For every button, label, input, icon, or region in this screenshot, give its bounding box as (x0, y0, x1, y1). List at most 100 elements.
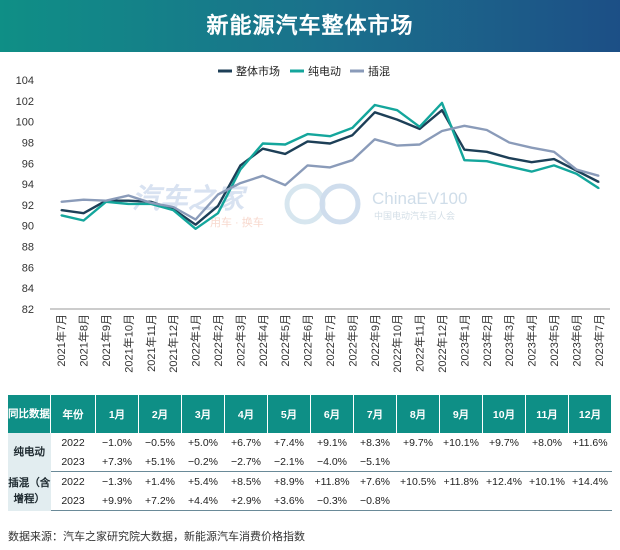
table-value-cell: +11.8% (314, 475, 350, 488)
watermark-autohome-sub: 用车 · 换车 (210, 215, 264, 229)
data-point (598, 181, 600, 183)
table-value-cell: −0.2% (181, 452, 225, 472)
table-value-cell: +11.6% (572, 436, 608, 449)
y-tick-label: 96 (22, 158, 34, 170)
data-point (374, 104, 376, 106)
table-year-header: 年份 (50, 395, 96, 433)
x-tick-label: 2021年11月 (144, 314, 158, 372)
y-tick-label: 104 (16, 75, 34, 87)
data-point (217, 212, 219, 215)
table-value-cell: −0.3% (310, 491, 354, 511)
month-header: 10月 (482, 395, 526, 433)
data-point (463, 125, 466, 127)
table-value-cell: −4.0% (310, 452, 354, 472)
table-value-cell: +8.3% (359, 436, 391, 449)
data-point (351, 159, 354, 161)
data-point (60, 200, 62, 203)
table-value-cell: −5.1% (353, 452, 397, 472)
y-tick-label: 94 (22, 179, 34, 191)
table-value-cell: −1.3% (101, 475, 133, 488)
table-value-cell: +9.7% (488, 436, 520, 449)
data-point (284, 153, 287, 155)
data-point (553, 151, 555, 153)
data-point (598, 187, 600, 190)
x-tick-label: 2022年11月 (413, 314, 427, 372)
data-point (374, 111, 376, 114)
x-tick-label: 2022年10月 (390, 314, 404, 373)
data-point (553, 158, 555, 160)
table-row: 2023 +7.3% +5.1% −0.2% −2.7% −2.1% −4.0% −5.1% (8, 452, 612, 472)
data-point (530, 170, 533, 173)
data-point (262, 142, 264, 145)
line-chart: 汽车之家 用车 · 换车 ChinaEV100 中国电动汽车百人会 82 84 86… (0, 58, 620, 388)
data-point (329, 135, 331, 138)
table-value-cell: +11.8% (443, 475, 479, 488)
chart-svg: 汽车之家 用车 · 换车 ChinaEV100 中国电动汽车百人会 828486… (16, 64, 610, 373)
table-value-cell: +2.9% (224, 491, 268, 511)
title-bar: 新能源汽车整体市场 (0, 0, 620, 52)
data-point (239, 182, 242, 184)
table-value-cell: +14.4% (572, 475, 608, 488)
table-group-label: 插混（含增程） (8, 471, 51, 511)
x-tick-label: 2022年7月 (323, 314, 337, 367)
table-value-cell: +9.1% (316, 436, 348, 449)
y-tick-label: 88 (22, 242, 34, 254)
x-tick-label: 2022年3月 (233, 314, 247, 367)
month-header: 7月 (353, 395, 397, 433)
table-value-cell: +5.4% (187, 475, 219, 488)
data-point (172, 209, 174, 211)
table-value-cell: +10.1% (529, 475, 565, 488)
data-point (396, 109, 399, 111)
month-header: 6月 (310, 395, 354, 433)
table-value-cell: +5.1% (138, 452, 182, 472)
data-point (150, 202, 152, 204)
table-value-cell (525, 491, 569, 511)
table-value-cell: +8.9% (273, 475, 305, 488)
data-point (172, 206, 174, 208)
table-value-cell: +8.0% (531, 436, 563, 449)
month-header: 9月 (439, 395, 483, 433)
table-corner-label: 同比数据 (8, 395, 51, 433)
month-header: 8月 (396, 395, 440, 433)
data-point (105, 199, 107, 202)
table-value-cell: +4.4% (181, 491, 225, 511)
data-point (217, 205, 219, 207)
table-value-cell (439, 452, 483, 472)
x-tick-label: 2022年6月 (301, 314, 315, 367)
table-value-cell: −0.8% (353, 491, 397, 511)
table-value-cell: −2.7% (224, 452, 268, 472)
data-point (306, 164, 309, 167)
watermark-chinaev100: ChinaEV100 中国电动汽车百人会 (284, 183, 467, 225)
data-point (418, 126, 421, 128)
data-point (486, 129, 488, 131)
data-point (262, 174, 264, 177)
data-point (396, 118, 399, 121)
watermark-ev100-logo: ChinaEV100 (372, 189, 467, 208)
data-point (329, 142, 331, 145)
ev100-ring-2 (319, 183, 361, 225)
x-tick-label: 2023年4月 (525, 314, 539, 367)
data-point (463, 148, 466, 151)
data-point (60, 214, 62, 217)
x-tick-label: 2021年12月 (166, 314, 180, 373)
data-point (329, 166, 331, 169)
table-value-cell: +9.9% (95, 491, 139, 511)
table-value-cell (482, 491, 526, 511)
data-point (82, 198, 85, 201)
legend-label: 纯电动 (308, 65, 341, 78)
data-point (239, 164, 242, 167)
data-source-note: 数据来源：汽车之家研究院大数据，新能源汽车消费价格指数 (8, 531, 305, 543)
data-point (441, 102, 443, 104)
month-header: 12月 (568, 395, 612, 433)
data-point (239, 168, 242, 171)
page-title: 新能源汽车整体市场 (206, 13, 414, 38)
data-point (486, 151, 488, 153)
x-tick-label: 2023年1月 (457, 314, 471, 367)
table-year-cell: 2022 (61, 475, 85, 488)
table-value-cell (396, 491, 440, 511)
month-header: 3月 (181, 395, 225, 433)
data-point (463, 159, 466, 161)
table-row: 插混（含增程） 2022 −1.3% +1.4% +5.4% +8.5% +8.9% +11.… (8, 471, 612, 511)
x-tick-label: 2022年8月 (345, 314, 359, 367)
data-point (351, 127, 354, 129)
